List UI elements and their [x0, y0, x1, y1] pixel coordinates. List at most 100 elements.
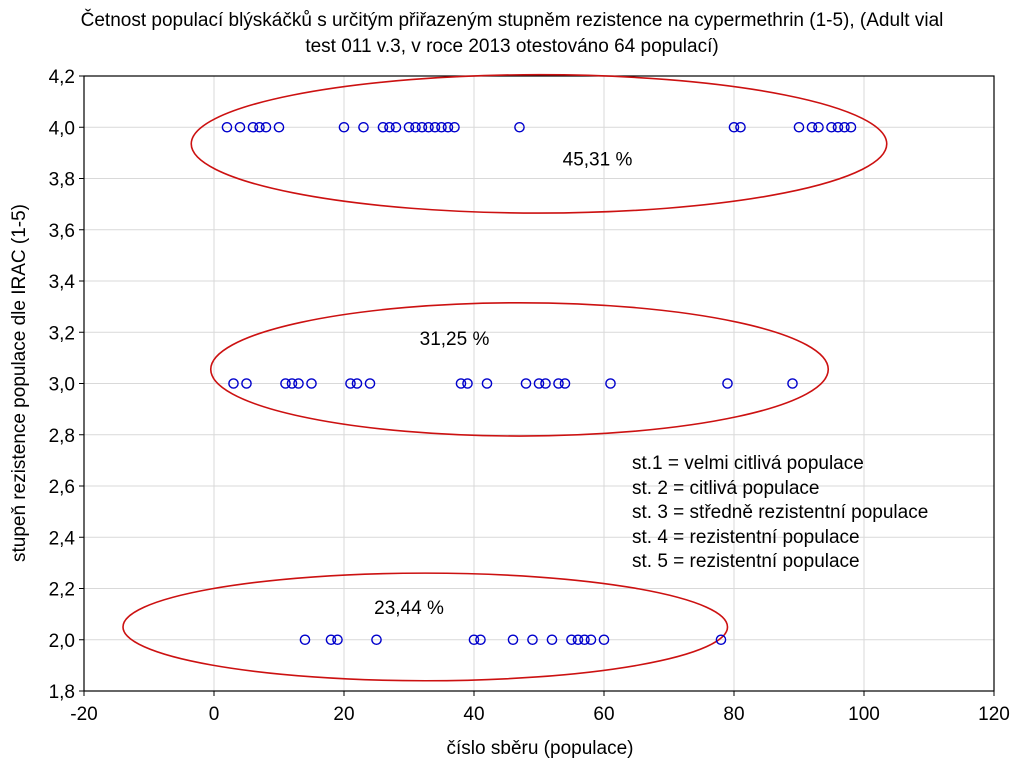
data-point-23 [806, 121, 818, 133]
axis-ticks: -20 0 20 40 60 80 100 120 1,8 2,0 2,2 2,4 2,6 2,8 3,0 3… [49, 67, 1010, 725]
x-tick-label-4: 60 [593, 704, 614, 725]
data-point-7 [358, 121, 369, 133]
data-point-53 [468, 634, 480, 646]
data-point-15 [429, 121, 441, 133]
x-tick-label-0: -20 [70, 704, 97, 725]
percentage-label-0: 45,31 % [563, 150, 633, 171]
data-point-56 [527, 634, 538, 646]
ellipses [122, 73, 888, 682]
legend-line-1: st.1 = velmi citlivá populace [632, 453, 864, 474]
data-point-38 [455, 378, 467, 389]
y-tick-label-5: 2,8 [49, 426, 75, 447]
y-tick-label-0: 1,8 [49, 682, 75, 703]
x-axis-label: číslo sběru (populace) [447, 738, 634, 759]
data-point-49 [299, 634, 311, 646]
data-point-6 [338, 121, 350, 133]
data-point-28 [845, 121, 857, 133]
percentage-label-1: 31,25 % [420, 329, 490, 350]
data-point-33 [293, 378, 304, 389]
y-tick-label-4: 2,6 [49, 477, 75, 498]
chart-title-line-1: Četnost populací blýskáčků s určitým při… [81, 9, 944, 31]
ellipse-group-4 [190, 73, 888, 214]
data-point-36 [351, 378, 363, 389]
data-point-45 [559, 378, 571, 389]
data-point-16 [436, 121, 447, 133]
x-tick-label-2: 20 [333, 704, 354, 725]
data-point-34 [306, 378, 317, 389]
legend-line-4: st. 4 = rezistentní populace [632, 527, 860, 548]
data-point-39 [462, 378, 473, 389]
data-point-62 [598, 634, 610, 646]
y-tick-label-2: 2,2 [49, 580, 75, 601]
data-point-41 [520, 378, 532, 389]
annotations: 45,31 % 31,25 % 23,44 % [374, 150, 632, 619]
percentage-label-2: 23,44 % [374, 598, 444, 619]
legend-line-3: st. 3 = středně rezistentní populace [632, 502, 928, 523]
chart-title-line-2: test 011 v.3, v roce 2013 otestováno 64 … [305, 36, 718, 57]
data-point-25 [826, 121, 837, 133]
data-point-0 [221, 121, 233, 133]
data-point-50 [325, 634, 337, 646]
y-tick-label-10: 3,8 [49, 170, 75, 191]
data-point-17 [442, 121, 454, 133]
data-point-30 [241, 378, 252, 389]
y-tick-label-11: 4,0 [49, 118, 75, 139]
data-point-52 [371, 634, 382, 646]
data-point-31 [280, 378, 291, 389]
y-axis-label: stupeň rezistence populace dle IRAC (1-5… [9, 204, 30, 562]
data-point-11 [403, 121, 415, 133]
data-point-21 [735, 121, 746, 133]
data-point-8 [377, 121, 389, 133]
data-point-24 [813, 121, 824, 133]
ellipse-group-2 [122, 572, 729, 682]
y-tick-label-3: 2,4 [49, 528, 76, 549]
data-point-29 [228, 378, 239, 389]
data-point-2 [247, 121, 259, 133]
data-point-54 [475, 634, 486, 646]
data-point-32 [286, 378, 298, 389]
data-point-48 [787, 378, 798, 389]
data-point-10 [390, 121, 402, 133]
data-point-18 [449, 121, 460, 133]
data-point-5 [273, 121, 285, 133]
legend-line-2: st. 2 = citlivá populace [632, 478, 819, 499]
data-point-42 [533, 378, 545, 389]
data-point-27 [839, 121, 850, 133]
y-tick-label-9: 3,6 [49, 221, 75, 242]
data-point-60 [579, 634, 590, 646]
data-point-4 [260, 121, 272, 133]
x-tick-label-1: 0 [209, 704, 220, 725]
grid [84, 76, 994, 691]
y-tick-label-12: 4,2 [49, 67, 75, 88]
data-points [221, 121, 857, 646]
y-tick-label-1: 2,0 [49, 631, 75, 652]
data-point-12 [410, 121, 421, 133]
data-point-44 [553, 378, 564, 389]
x-tick-label-3: 40 [463, 704, 484, 725]
ellipse-group-3 [209, 301, 830, 437]
data-point-35 [345, 378, 356, 389]
data-point-55 [507, 634, 519, 646]
data-point-57 [546, 634, 558, 646]
data-point-59 [572, 634, 584, 646]
y-tick-label-8: 3,4 [49, 272, 76, 293]
data-point-1 [234, 121, 246, 133]
y-tick-label-7: 3,2 [49, 323, 75, 344]
x-tick-label-6: 100 [848, 704, 880, 725]
data-point-40 [481, 378, 493, 389]
data-point-9 [384, 121, 395, 133]
data-point-26 [832, 121, 844, 133]
data-point-51 [332, 634, 343, 646]
legend-line-5: st. 5 = rezistentní populace [632, 551, 860, 572]
x-tick-label-7: 120 [978, 704, 1010, 725]
data-point-22 [793, 121, 805, 133]
legend-text: st.1 = velmi citlivá populace st. 2 = ci… [632, 453, 928, 572]
chart-title: Četnost populací blýskáčků s určitým při… [81, 9, 944, 57]
data-point-14 [423, 121, 434, 133]
y-tick-label-6: 3,0 [49, 375, 75, 396]
data-point-20 [728, 121, 740, 133]
data-point-43 [540, 378, 551, 389]
data-point-13 [416, 121, 428, 133]
data-point-63 [715, 634, 727, 646]
x-tick-label-5: 80 [723, 704, 744, 725]
